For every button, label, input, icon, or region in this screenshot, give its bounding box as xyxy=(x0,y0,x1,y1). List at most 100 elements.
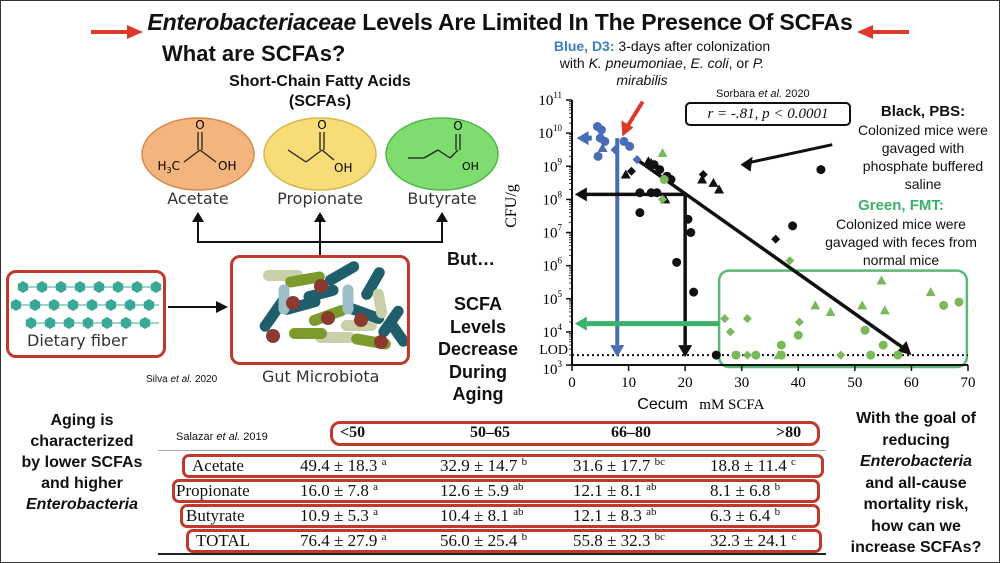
but-text: But… xyxy=(447,249,495,269)
species-p: P. xyxy=(752,55,765,71)
black-text: saline xyxy=(904,176,942,192)
dietary-fiber-label: Dietary fiber xyxy=(27,331,128,350)
gut-microbiota-label: Gut Microbiota xyxy=(262,367,380,386)
black-left-arrow-icon xyxy=(574,187,587,202)
data-point xyxy=(708,177,719,187)
bacterium-rod xyxy=(372,288,388,319)
data-point xyxy=(689,287,699,297)
cell-significance: b xyxy=(774,481,781,493)
black-text: Colonized mice were xyxy=(858,122,988,138)
fiber-hexagon xyxy=(120,317,132,329)
connector-arrows xyxy=(192,212,448,256)
y-tick-label: 105 xyxy=(543,289,563,308)
data-point xyxy=(720,314,730,324)
fiber-hexagon xyxy=(63,317,75,329)
data-point xyxy=(776,340,786,350)
acetate-oh: OH xyxy=(218,159,236,173)
fiber-hexagon xyxy=(124,299,136,311)
acetate-label: Acetate xyxy=(167,189,229,208)
cell-value: 12.1 ± 8.3 xyxy=(573,506,642,525)
cell-significance: ab xyxy=(646,506,657,518)
acetate-ellipse xyxy=(141,117,255,191)
data-point xyxy=(776,350,786,360)
subheading-line1: Short-Chain Fatty Acids xyxy=(229,73,411,90)
propionate-molecule: O OH xyxy=(263,117,377,191)
data-point xyxy=(810,300,821,310)
scfa-decrease-text: SCFA Levels Decrease During Aging xyxy=(426,293,530,406)
propionate-oh: OH xyxy=(334,161,352,175)
data-point xyxy=(600,136,610,146)
salazar-etal: et al. xyxy=(216,431,241,443)
table-row xyxy=(182,454,824,478)
butyrate-ellipse xyxy=(385,117,499,191)
fiber-hexagon xyxy=(10,299,22,311)
data-point xyxy=(683,214,693,224)
header-lt50: <50 xyxy=(340,424,366,441)
decrease-line: Aging xyxy=(452,384,504,404)
table-rule-top xyxy=(158,450,826,451)
cell-significance: ab xyxy=(513,481,524,493)
table-cell: 31.6 ± 17.7 bc xyxy=(573,456,665,476)
data-point xyxy=(939,300,949,310)
data-point xyxy=(825,307,836,316)
blue-guide-arrow-icon xyxy=(610,345,625,358)
data-point xyxy=(836,350,846,360)
acetate-molecule: O H3C OH xyxy=(141,117,255,191)
data-point xyxy=(878,340,888,350)
data-point xyxy=(610,145,620,155)
cell-value: 12.6 ± 5.9 xyxy=(440,481,509,500)
regression-line xyxy=(636,158,905,350)
silva-citation: Silva et al. 2020 xyxy=(146,373,217,386)
table-cell: 55.8 ± 32.3 bc xyxy=(573,531,665,551)
data-point xyxy=(698,170,708,180)
data-point xyxy=(860,325,870,335)
propionate-label: Propionate xyxy=(277,189,363,208)
x-tick-label: 50 xyxy=(847,375,862,391)
y-tick-label: 107 xyxy=(543,223,563,242)
x-caption-cecum: Cecum xyxy=(637,396,688,413)
fiber-hexagon xyxy=(93,281,105,293)
data-point xyxy=(657,148,668,157)
data-point xyxy=(714,184,725,194)
y-tick-label: 108 xyxy=(543,189,563,208)
black-text: phosphate buffered xyxy=(862,158,984,174)
cell-significance: a xyxy=(373,481,378,493)
salazar-year: 2019 xyxy=(243,431,268,443)
data-point xyxy=(697,174,708,184)
data-point xyxy=(672,257,682,267)
fiber-chain-icon xyxy=(10,281,162,329)
scatter-plot: CFU/g 1011 1010 109 108 107 106 105 104 103 0 10 20… xyxy=(503,90,976,413)
left-arrow-icon xyxy=(856,17,909,39)
aging-italic-line: Enterobacteria xyxy=(25,496,139,513)
green-label: Green, FMT: xyxy=(858,197,944,214)
table-cell: 12.1 ± 8.3 ab xyxy=(573,506,656,526)
data-point xyxy=(893,350,903,360)
data-point xyxy=(742,314,752,324)
fiber-hexagon xyxy=(105,299,117,311)
regression-arrow-icon xyxy=(897,341,912,356)
data-point xyxy=(635,188,645,198)
table-cell: 76.4 ± 27.9 a xyxy=(300,531,386,551)
data-point xyxy=(725,327,735,337)
data-point xyxy=(771,234,781,244)
blue-text-1: 3-days after colonization xyxy=(618,38,771,54)
cell-value: 31.6 ± 17.7 xyxy=(573,456,651,475)
decrease-line: Decrease xyxy=(437,339,519,359)
data-point xyxy=(731,350,741,360)
data-point xyxy=(742,350,752,360)
cell-value: 16.0 ± 7.8 xyxy=(300,481,369,500)
sorbara-citation: Sorbara et al. 2020 xyxy=(716,88,810,101)
green-text: Colonized mice were xyxy=(836,216,966,232)
y-tick-label: 103 xyxy=(543,359,563,378)
cell-significance: a xyxy=(381,531,387,543)
table-cell: 12.6 ± 5.9 ab xyxy=(440,481,523,501)
molecule-diagram: O H3C OH O OH O OH Acetate Propionate Bu… xyxy=(141,117,499,256)
fiber-hexagon xyxy=(139,317,151,329)
bacterium-coccus xyxy=(286,296,300,310)
red-pointer-arrow-icon xyxy=(621,120,634,137)
goal-line: and all-cause xyxy=(865,474,967,492)
x-tick-label: 60 xyxy=(904,375,919,391)
blue-prefix: with xyxy=(559,55,589,71)
silva-etal: et al. xyxy=(170,374,193,385)
silva-author: Silva xyxy=(146,374,168,385)
